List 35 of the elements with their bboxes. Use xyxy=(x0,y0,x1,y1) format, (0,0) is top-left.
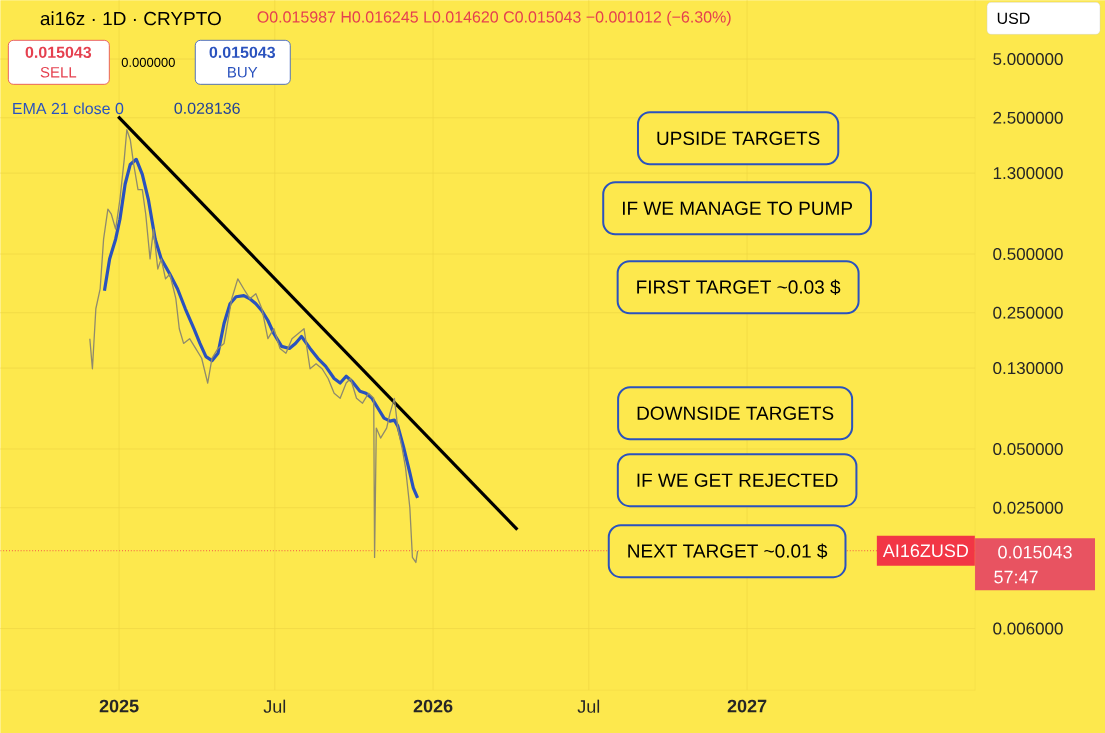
text: 0.015043 xyxy=(998,545,1072,559)
annotation: IF WE GET REJECTED xyxy=(637,473,838,487)
annotation: DOWNSIDE TARGETS xyxy=(637,406,834,420)
y-tick-label: 0.130000 xyxy=(993,362,1063,375)
y-tick-label: 5.000000 xyxy=(993,52,1063,66)
y-tick-label: 1.300000 xyxy=(993,167,1063,180)
text: USD xyxy=(997,12,1030,24)
y-tick-label: 0.025000 xyxy=(993,501,1063,514)
line-series xyxy=(89,129,419,564)
annotation: 0.015043 xyxy=(209,46,276,58)
chart-title: ai16z · 1D · CRYPTO xyxy=(40,11,221,26)
ref-line-label: AI16ZUSD xyxy=(882,544,968,558)
text: EMA 21 close 0 xyxy=(13,102,124,115)
annotation: SELL xyxy=(40,66,77,78)
x-tick-label: Jul xyxy=(263,699,286,713)
annotation: BUY xyxy=(228,67,258,78)
annotation: 0.000000 xyxy=(121,57,175,67)
y-tick-label: 0.250000 xyxy=(993,306,1063,319)
annotation: 0.028136 xyxy=(174,102,240,114)
annotation: 0.015043 xyxy=(25,46,92,58)
x-tick-label: 2026 xyxy=(413,699,453,713)
x-tick-label: 2025 xyxy=(99,699,139,713)
y-tick-label: 0.500000 xyxy=(993,247,1063,261)
y-tick-label: 0.050000 xyxy=(993,442,1063,455)
annotation: UPSIDE TARGETS xyxy=(657,131,820,145)
annotation: IF WE MANAGE TO PUMP xyxy=(622,201,853,215)
line-series xyxy=(102,157,420,500)
text: 57:47 xyxy=(994,570,1038,584)
y-tick-label: 0.006000 xyxy=(993,622,1063,635)
annotation: NEXT TARGET ~0.01 $ xyxy=(628,543,828,559)
annotation: O0.015987 H0.016245 L0.014620 C0.015043 −0.001012 (−6.30%) xyxy=(257,10,731,26)
y-tick-label: 2.500000 xyxy=(993,111,1063,124)
x-tick-label: 2027 xyxy=(727,699,767,713)
x-tick-label: Jul xyxy=(577,699,600,713)
annotation: FIRST TARGET ~0.03 $ xyxy=(637,279,841,295)
